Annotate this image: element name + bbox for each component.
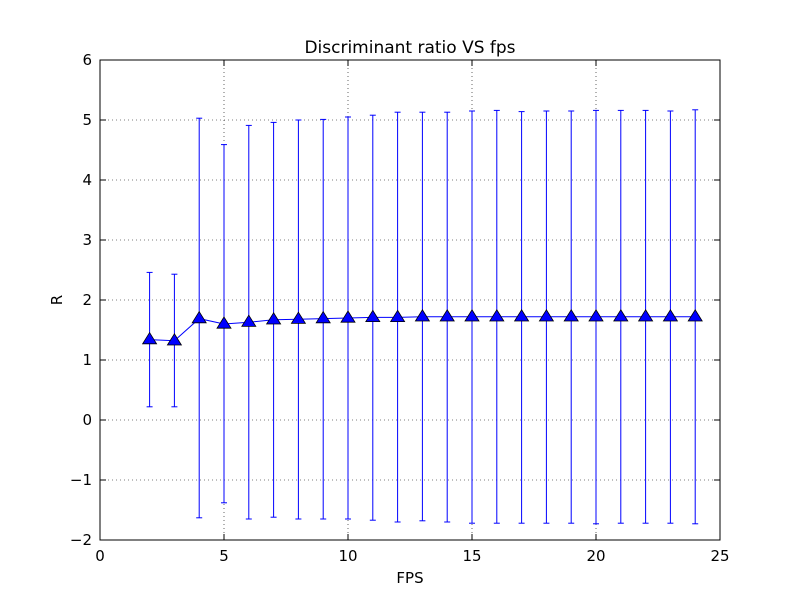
x-tick-label: 5 xyxy=(219,547,229,565)
y-tick-label: 4 xyxy=(82,171,92,189)
data-point-marker xyxy=(166,333,183,346)
data-point-marker xyxy=(613,309,629,322)
data-point-marker xyxy=(662,309,679,322)
data-point-marker xyxy=(340,310,356,323)
data-point-marker xyxy=(588,309,604,322)
x-tick-label: 10 xyxy=(338,547,357,565)
data-point-marker xyxy=(365,309,381,323)
tick-layer: 0 5 10 15 20 25 −2 −1 0 1 2 3 4 5 6 xyxy=(70,51,730,565)
data-point-marker xyxy=(637,309,654,322)
data-point-marker xyxy=(290,311,307,324)
x-tick-label: 0 xyxy=(95,547,105,565)
y-tick-label: −1 xyxy=(70,471,92,489)
data-point-marker xyxy=(241,314,257,327)
x-axis-label: FPS xyxy=(396,569,423,587)
y-tick-label: 5 xyxy=(82,111,92,129)
y-tick-label: 0 xyxy=(82,411,92,429)
data-point-marker xyxy=(563,309,579,322)
y-tick-label: 3 xyxy=(82,231,92,249)
data-point-marker xyxy=(265,312,282,325)
data-point-marker xyxy=(538,309,555,322)
y-tick-label: −2 xyxy=(70,531,92,549)
data-point-marker xyxy=(489,309,505,322)
data-point-marker xyxy=(191,310,207,324)
data-point-marker xyxy=(464,309,480,322)
y-axis-label: R xyxy=(48,295,66,305)
data-point-marker xyxy=(141,331,158,345)
x-tick-label: 20 xyxy=(586,547,605,565)
y-tick-label: 6 xyxy=(82,51,92,69)
data-point-marker xyxy=(687,309,703,322)
chart-title: Discriminant ratio VS fps xyxy=(304,38,515,58)
grid-layer xyxy=(100,60,720,540)
data-point-marker xyxy=(315,310,331,324)
y-tick-label: 1 xyxy=(82,351,92,369)
data-point-marker xyxy=(389,309,406,323)
data-point-marker xyxy=(439,309,455,322)
x-tick-label: 15 xyxy=(462,547,481,565)
y-tick-label: 2 xyxy=(82,291,92,309)
data-point-marker xyxy=(513,309,530,322)
data-point-marker xyxy=(216,316,232,329)
series-layer xyxy=(141,109,703,525)
data-point-marker xyxy=(414,309,431,322)
x-tick-label: 25 xyxy=(710,547,729,565)
